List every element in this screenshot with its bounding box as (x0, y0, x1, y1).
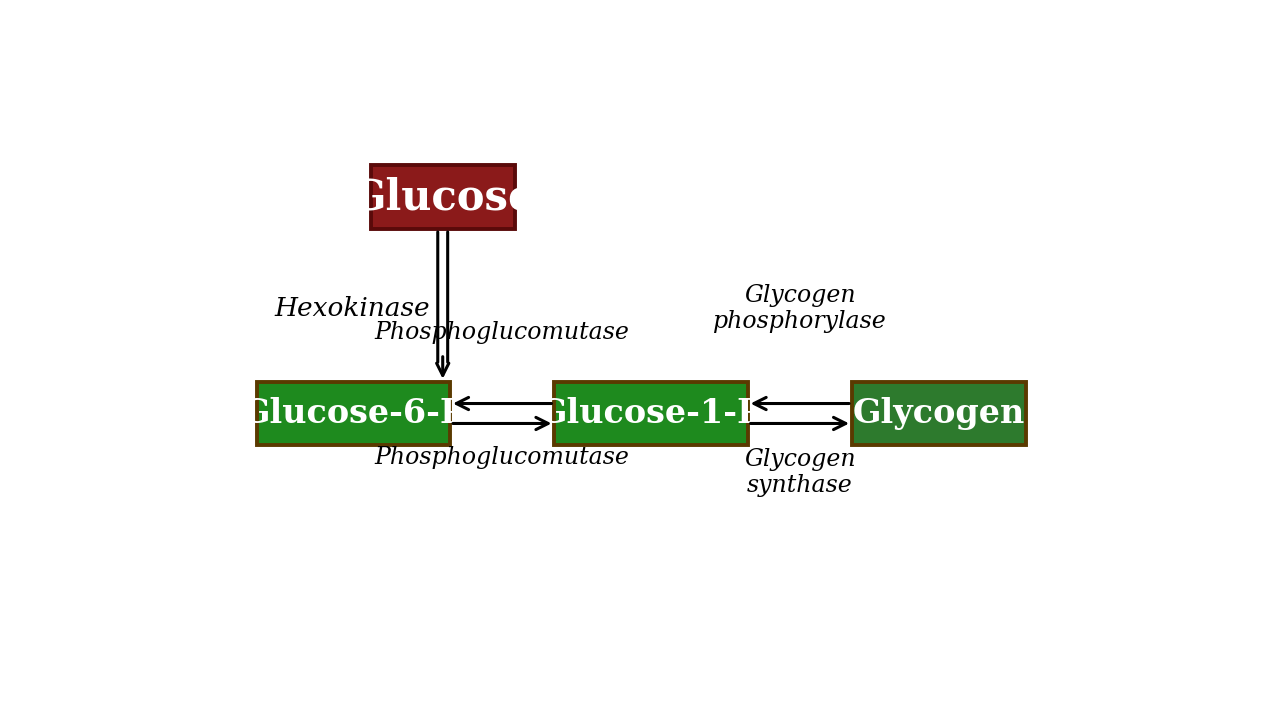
FancyBboxPatch shape (554, 382, 748, 446)
Text: Phosphoglucomutase: Phosphoglucomutase (375, 321, 630, 344)
Text: Glucose-6-P: Glucose-6-P (242, 397, 466, 430)
FancyBboxPatch shape (852, 382, 1025, 446)
FancyBboxPatch shape (371, 166, 515, 229)
FancyBboxPatch shape (257, 382, 451, 446)
Text: Glycogen
synthase: Glycogen synthase (744, 448, 855, 498)
Text: Glucose: Glucose (351, 176, 535, 218)
Text: Hexokinase: Hexokinase (274, 296, 430, 320)
Text: Glucose-1-P: Glucose-1-P (539, 397, 763, 430)
Text: Glycogen
phosphorylase: Glycogen phosphorylase (713, 284, 887, 333)
Text: Glycogen: Glycogen (852, 397, 1025, 430)
Text: Phosphoglucomutase: Phosphoglucomutase (375, 446, 630, 469)
